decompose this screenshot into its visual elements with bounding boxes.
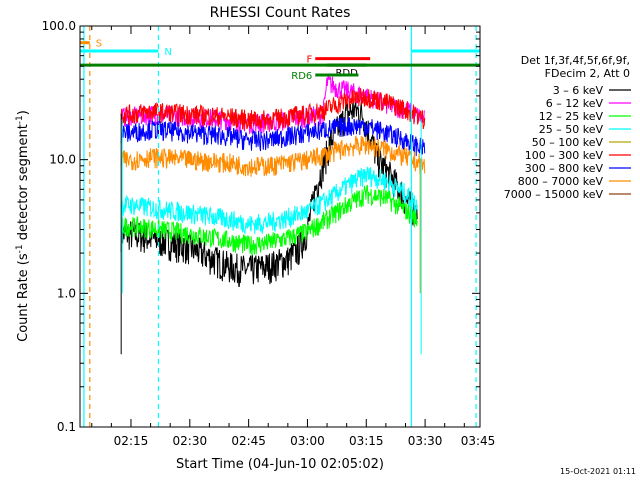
y-tick-label-2: 1.0 xyxy=(57,286,76,300)
y-label-part-3: ) xyxy=(16,110,31,115)
x-tick-label-2: 02:45 xyxy=(231,434,266,448)
y-label-sup-2: -1 xyxy=(15,115,25,124)
series-line-3 xyxy=(120,166,418,235)
flag-label-n: N xyxy=(164,47,171,58)
x-axis-label: Start Time (04-Jun-10 02:05:02) xyxy=(176,457,384,472)
legend-label-4: 50 – 100 keV xyxy=(532,136,604,149)
x-tick-label-4: 03:15 xyxy=(349,434,384,448)
x-tick-label-6: 03:45 xyxy=(461,434,496,448)
y-tick-label-1: 10.0 xyxy=(49,153,76,167)
overlay-layer: SNFRDDRD6 xyxy=(80,26,480,427)
series-layer xyxy=(120,74,426,355)
legend: Det 1f,3f,4f,5f,6f,9f,FDecim 2, Att 0 3 –… xyxy=(504,54,631,201)
legend-label-0: 3 – 6 keV xyxy=(553,84,604,97)
series-line-0 xyxy=(120,96,418,287)
footer-date: 15-Oct-2021 01:11 xyxy=(560,467,636,476)
y-label-sup-1: -1 xyxy=(15,244,25,253)
x-tick-label-1: 02:30 xyxy=(173,434,208,448)
legend-label-8: 7000 – 15000 keV xyxy=(504,188,604,201)
flag-label-s: S xyxy=(96,39,102,50)
chart-title: RHESSI Count Rates xyxy=(210,5,351,21)
flag-label-f: F xyxy=(307,55,313,66)
legend-label-2: 12 – 25 keV xyxy=(539,110,604,123)
x-tick-label-5: 03:30 xyxy=(408,434,443,448)
series-line-4 xyxy=(120,87,426,130)
y-tick-label-3: 0.1 xyxy=(57,420,76,434)
y-label-part-1: Count Rate (s xyxy=(16,253,31,342)
plot-frame xyxy=(79,25,481,428)
series-line-6 xyxy=(120,135,426,177)
legend-header-0: Det 1f,3f,4f,5f,6f,9f, xyxy=(521,54,630,67)
axis-layer: 100.0 10.0 1.0 0.1 02:15 02:30 02:45 03:00 03:15… xyxy=(42,19,496,448)
y-tick-label-0: 100.0 xyxy=(42,19,76,33)
y-axis-label: Count Rate (s-1 detector segment-1) xyxy=(15,110,31,342)
legend-label-5: 100 – 300 keV xyxy=(525,149,604,162)
legend-label-7: 800 – 7000 keV xyxy=(518,175,604,188)
x-tick-label-0: 02:15 xyxy=(114,434,149,448)
legend-label-1: 6 – 12 keV xyxy=(546,97,604,110)
legend-header-1: FDecim 2, Att 0 xyxy=(545,67,630,80)
y-label-part-2: detector segment xyxy=(16,124,31,244)
flag-label-rd6: RD6 xyxy=(291,71,312,82)
legend-label-6: 300 – 800 keV xyxy=(525,162,604,175)
series-line-5 xyxy=(120,116,426,157)
legend-label-3: 25 – 50 keV xyxy=(539,123,604,136)
series-line-2 xyxy=(120,184,418,256)
x-tick-label-3: 03:00 xyxy=(290,434,325,448)
